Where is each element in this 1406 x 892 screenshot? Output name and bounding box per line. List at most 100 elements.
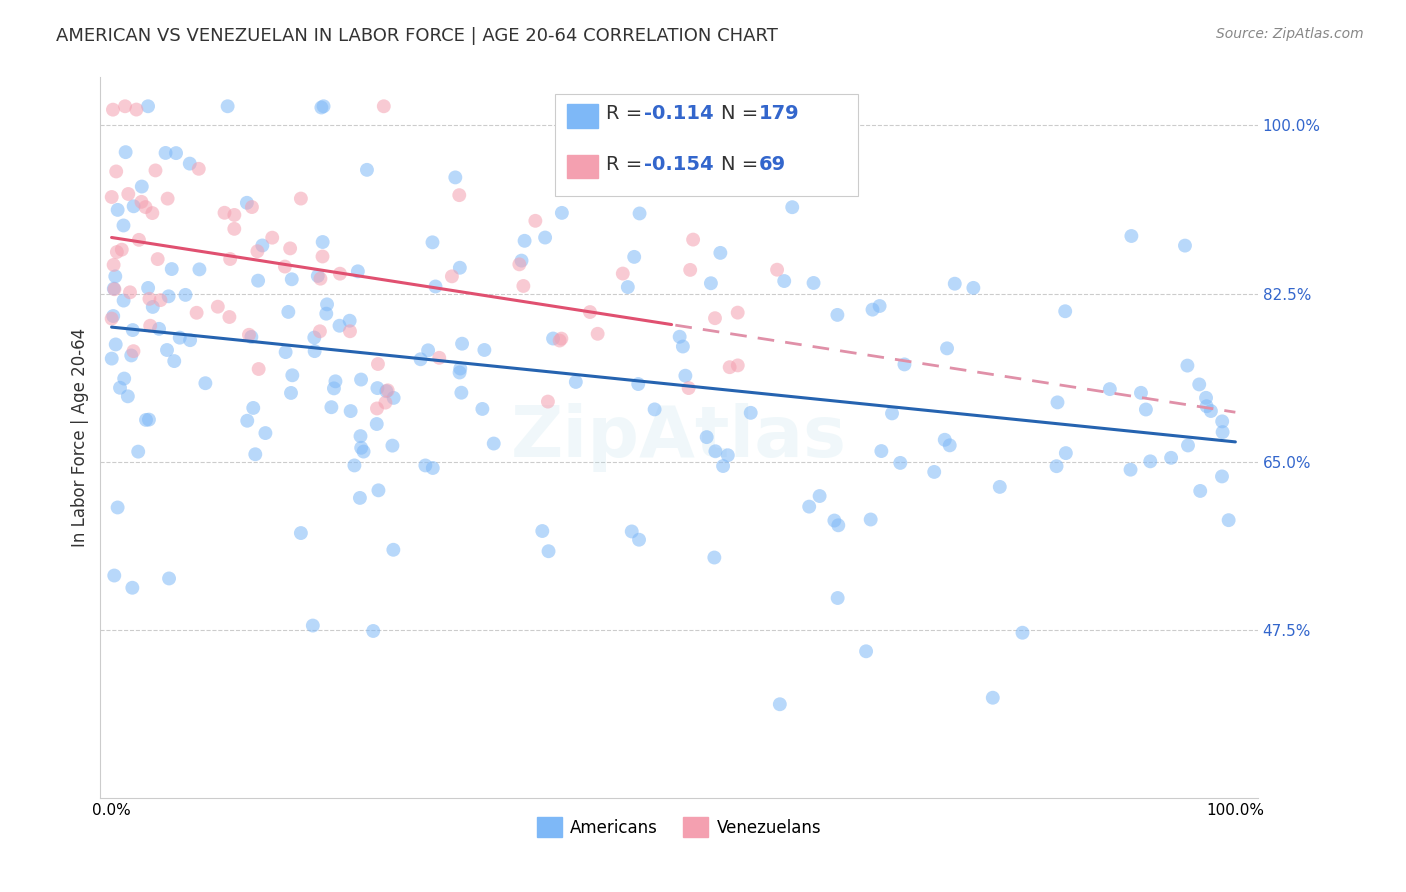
Americans (880, 406, 903, 420)
Americans (474, 343, 496, 357)
Americans (112, 293, 135, 308)
Americans (1218, 513, 1240, 527)
Americans (349, 429, 371, 443)
Americans (174, 288, 197, 302)
Americans (606, 99, 628, 113)
Americans (367, 483, 389, 498)
Americans (1098, 382, 1121, 396)
Venezuelans (103, 282, 125, 296)
Text: -0.114: -0.114 (644, 103, 714, 123)
Americans (803, 276, 825, 290)
Americans (740, 406, 762, 420)
Venezuelans (311, 250, 333, 264)
Venezuelans (101, 103, 124, 117)
Americans (859, 512, 882, 526)
Americans (1011, 625, 1033, 640)
Americans (311, 101, 333, 115)
Americans (1054, 446, 1077, 460)
Americans (274, 345, 297, 359)
Venezuelans (149, 293, 172, 307)
Americans (889, 456, 911, 470)
Americans (482, 436, 505, 450)
Venezuelans (440, 269, 463, 284)
Americans (312, 99, 335, 113)
Americans (565, 375, 588, 389)
Americans (112, 371, 135, 385)
Americans (673, 368, 696, 383)
Venezuelans (274, 260, 297, 274)
Americans (277, 305, 299, 319)
Americans (717, 448, 740, 462)
Americans (893, 358, 915, 372)
Venezuelans (512, 279, 534, 293)
Americans (1212, 425, 1234, 439)
Venezuelans (290, 192, 312, 206)
Americans (537, 544, 560, 558)
Americans (375, 384, 398, 399)
Americans (1177, 359, 1199, 373)
Venezuelans (612, 267, 634, 281)
Venezuelans (156, 192, 179, 206)
Americans (444, 170, 467, 185)
Americans (510, 253, 533, 268)
Americans (121, 581, 143, 595)
Venezuelans (187, 161, 209, 176)
Legend: Americans, Venezuelans: Americans, Venezuelans (530, 810, 828, 844)
Americans (869, 299, 891, 313)
Americans (773, 274, 796, 288)
Americans (188, 262, 211, 277)
Americans (1045, 459, 1067, 474)
Americans (325, 374, 347, 388)
Americans (155, 145, 177, 160)
Americans (1174, 238, 1197, 252)
Americans (366, 381, 388, 395)
Americans (315, 307, 337, 321)
Americans (415, 458, 437, 473)
Venezuelans (718, 360, 741, 375)
Americans (823, 514, 845, 528)
Americans (827, 308, 849, 322)
Americans (117, 389, 139, 403)
Americans (120, 348, 142, 362)
Americans (531, 524, 554, 538)
Americans (247, 274, 270, 288)
Americans (672, 339, 695, 353)
Americans (112, 219, 135, 233)
Venezuelans (586, 326, 609, 341)
Americans (103, 568, 125, 582)
Americans (252, 238, 274, 252)
Americans (541, 332, 564, 346)
Venezuelans (679, 263, 702, 277)
Venezuelans (100, 190, 122, 204)
Americans (628, 206, 651, 220)
Americans (620, 524, 643, 539)
Americans (1121, 229, 1143, 244)
Americans (301, 618, 323, 632)
Venezuelans (427, 351, 450, 365)
Venezuelans (508, 257, 530, 271)
Americans (339, 314, 361, 328)
Americans (1189, 483, 1212, 498)
Americans (107, 202, 129, 217)
Americans (321, 401, 343, 415)
Americans (644, 402, 666, 417)
Americans (104, 337, 127, 351)
Venezuelans (141, 206, 163, 220)
Venezuelans (186, 306, 208, 320)
Venezuelans (262, 230, 284, 244)
Americans (281, 272, 304, 286)
Venezuelans (224, 208, 246, 222)
Venezuelans (128, 233, 150, 247)
Americans (422, 235, 444, 250)
Americans (381, 439, 404, 453)
Americans (627, 377, 650, 392)
Americans (1211, 469, 1233, 483)
Americans (862, 302, 884, 317)
Americans (103, 309, 125, 323)
Americans (343, 458, 366, 473)
Americans (551, 206, 574, 220)
Venezuelans (238, 327, 260, 342)
Venezuelans (122, 344, 145, 359)
Venezuelans (374, 395, 396, 409)
Americans (127, 444, 149, 458)
